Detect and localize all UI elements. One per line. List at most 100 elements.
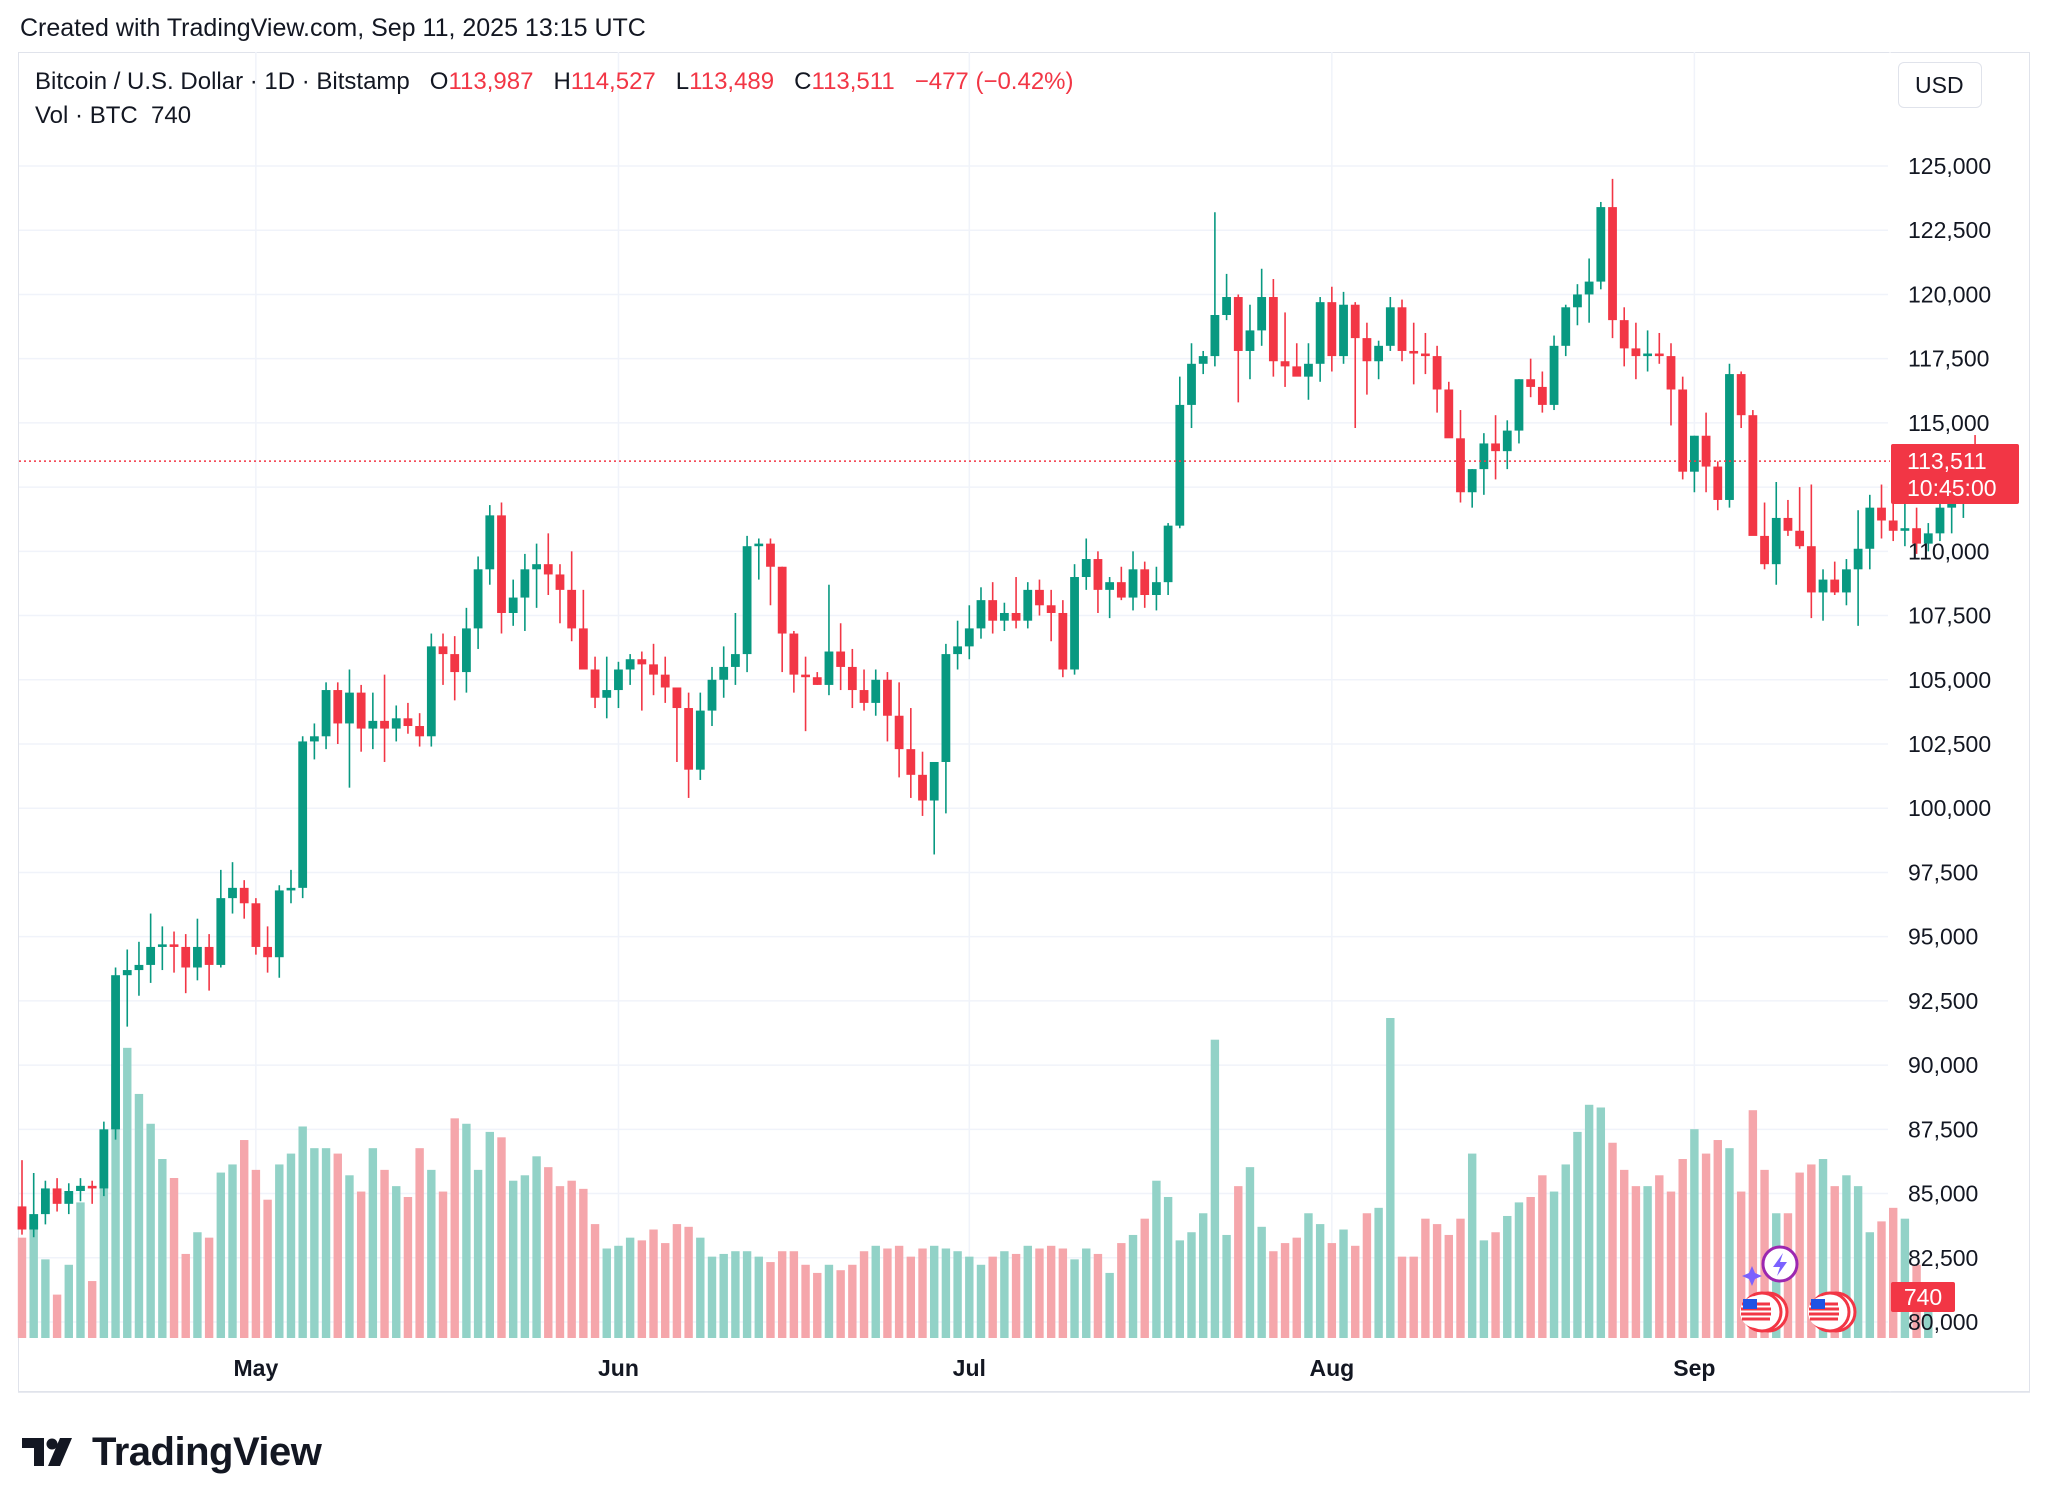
candle-body: [684, 708, 694, 770]
candle: [754, 538, 764, 580]
volume-bar: [894, 1245, 904, 1338]
candle: [976, 587, 986, 639]
candle: [1023, 582, 1033, 629]
volume-bar: [450, 1118, 459, 1338]
candle-body: [216, 898, 226, 965]
candle: [1806, 484, 1816, 619]
candle-body: [1011, 612, 1021, 621]
volume-bar: [111, 1064, 120, 1338]
candle: [894, 682, 904, 778]
volume-bar: [1023, 1245, 1032, 1338]
volume-bar: [777, 1251, 787, 1338]
volume-bar: [930, 1245, 939, 1338]
candle: [1549, 335, 1559, 411]
candle-body: [719, 666, 729, 680]
volume-bar: [29, 1221, 38, 1338]
candle: [836, 623, 846, 691]
candle-body: [1865, 507, 1875, 549]
candle: [193, 918, 202, 981]
candle: [1912, 507, 1921, 554]
volume-bar: [649, 1229, 658, 1338]
volume-bar: [1830, 1186, 1839, 1338]
event-markers-1[interactable]: [1738, 1242, 1802, 1334]
candle-body: [1397, 307, 1407, 351]
volume-bar: [298, 1126, 307, 1338]
candle: [415, 713, 425, 747]
candle: [1853, 510, 1863, 626]
candle: [181, 934, 191, 994]
volume-bar: [789, 1251, 799, 1338]
candle: [1619, 307, 1629, 367]
candle-body: [1292, 366, 1302, 377]
candle-body: [614, 669, 623, 691]
candle: [345, 669, 354, 788]
candle-body: [1444, 389, 1454, 439]
candle-body: [426, 646, 436, 737]
candle-body: [637, 659, 647, 665]
volume-bar: [719, 1253, 728, 1338]
candle: [391, 705, 401, 742]
volume-bar: [707, 1256, 717, 1338]
candle-body: [976, 600, 986, 629]
volume-bar: [906, 1256, 916, 1338]
candle: [99, 1121, 109, 1197]
candle-body: [1689, 435, 1699, 472]
candle: [1058, 600, 1068, 678]
event-markers-2[interactable]: [1800, 1290, 1864, 1338]
candle: [1689, 435, 1699, 493]
candle-body: [157, 944, 167, 947]
symbol-title[interactable]: Bitcoin / U.S. Dollar · 1D · Bitstamp: [35, 68, 410, 95]
candle: [286, 869, 296, 904]
candle-body: [1198, 356, 1208, 364]
candle-body: [742, 546, 752, 655]
volume-bar: [1655, 1175, 1664, 1338]
tradingview-branding[interactable]: TradingView: [22, 1430, 322, 1475]
volume-bar: [1362, 1213, 1372, 1338]
lightning-icon[interactable]: [1761, 1245, 1799, 1283]
us-flag-icon[interactable]: [1740, 1291, 1789, 1333]
volume-bar: [1584, 1104, 1594, 1338]
volume-bar: [1666, 1191, 1676, 1338]
candle: [380, 674, 389, 762]
volume-bar: [836, 1270, 845, 1338]
currency-button[interactable]: USD: [1898, 62, 1982, 108]
candle-body: [1783, 517, 1793, 531]
candle: [1748, 410, 1758, 536]
volume-bar: [216, 1172, 226, 1338]
candle-body: [824, 651, 834, 685]
volume-bar: [1245, 1167, 1255, 1338]
us-flag-icon[interactable]: [1808, 1291, 1857, 1333]
volume-bar: [661, 1243, 670, 1338]
candle-body: [1245, 330, 1255, 351]
ohlc-legend: Bitcoin / U.S. Dollar · 1D · Bitstamp O1…: [35, 68, 1074, 96]
candle: [1818, 569, 1828, 621]
volume-bar: [1725, 1148, 1734, 1338]
candle-body: [333, 690, 343, 724]
candle-body: [1549, 345, 1559, 405]
x-tick-label: Jun: [598, 1355, 639, 1381]
volume-bar: [1479, 1240, 1489, 1338]
candle-body: [1760, 535, 1769, 565]
volume-bar: [1105, 1272, 1114, 1338]
volume-bar: [976, 1264, 986, 1338]
candle: [859, 669, 869, 711]
volume-bar: [590, 1224, 600, 1338]
volume-bar: [134, 1093, 144, 1338]
candle: [1678, 376, 1688, 480]
candle-body: [1070, 577, 1079, 670]
candle-body: [298, 741, 308, 888]
candle-body: [181, 946, 191, 968]
candle-body: [883, 679, 892, 716]
candle: [1245, 304, 1255, 380]
candle-body: [1596, 207, 1606, 282]
candle-body: [1222, 297, 1231, 315]
volume-bar: [941, 1248, 951, 1338]
volume-bar: [1035, 1248, 1044, 1338]
volume-bar: [1269, 1251, 1278, 1338]
candle-body: [789, 633, 799, 675]
volume-bar: [99, 1180, 109, 1338]
candle-body: [1327, 302, 1337, 357]
candle-body: [356, 692, 366, 729]
high-value: 114,527: [570, 68, 656, 95]
